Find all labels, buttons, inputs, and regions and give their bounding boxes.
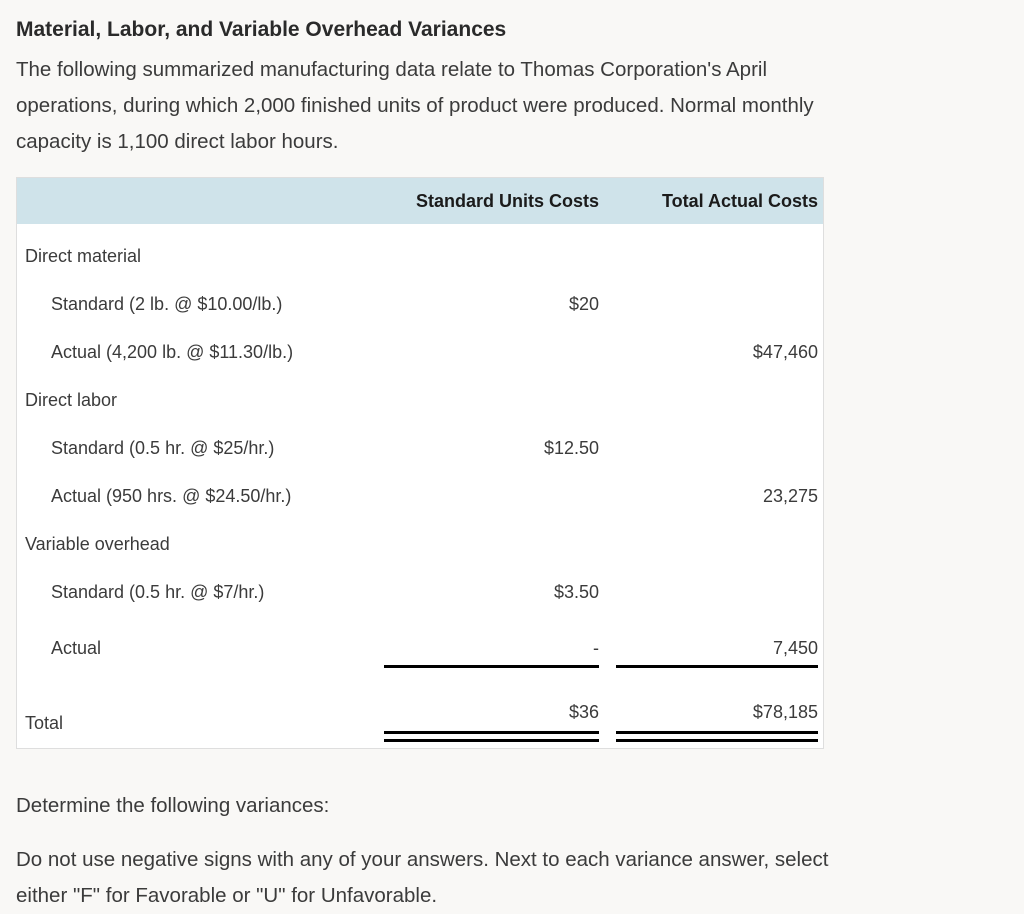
table-row: Direct material: [17, 232, 823, 280]
standard-cost-value: $20: [568, 293, 599, 314]
table-row: Actual (950 hrs. @ $24.50/hr.) 23,275: [17, 472, 823, 520]
actual-cost-value: $78,185: [616, 702, 818, 742]
answer-instructions: Do not use negative signs with any of yo…: [16, 842, 1008, 914]
table-row: Actual -7,450: [17, 616, 823, 668]
cost-table: Standard Units Costs Total Actual Costs …: [16, 177, 824, 749]
table-row: Standard (0.5 hr. @ $25/hr.) $12.50: [17, 424, 823, 472]
page-title: Material, Labor, and Variable Overhead V…: [16, 18, 507, 41]
determine-variances-text: Determine the following variances:: [16, 794, 330, 817]
intro-line: The following summarized manufacturing d…: [16, 58, 768, 81]
row-label: Direct labor: [25, 389, 118, 410]
table-row: Standard (0.5 hr. @ $7/hr.) $3.50: [17, 568, 823, 616]
standard-cost-value: $36: [384, 702, 599, 742]
table-row: Direct labor: [17, 376, 823, 424]
instruction-line: Do not use negative signs with any of yo…: [16, 848, 829, 871]
column-header-standard-units-costs: Standard Units Costs: [415, 190, 599, 211]
row-label: Total: [25, 713, 64, 733]
table-row: Actual (4,200 lb. @ $11.30/lb.) $47,460: [17, 328, 823, 376]
row-label: Standard (2 lb. @ $10.00/lb.): [51, 293, 283, 314]
actual-cost-value: 7,450: [616, 638, 818, 668]
actual-cost-value: $47,460: [752, 341, 818, 362]
instruction-line: either "F" for Favorable or "U" for Unfa…: [16, 884, 438, 907]
row-label: Direct material: [25, 245, 142, 266]
intro-line: capacity is 1,100 direct labor hours.: [16, 130, 339, 153]
cost-table-body: Direct material Standard (2 lb. @ $10.00/…: [17, 224, 823, 742]
standard-cost-value: $3.50: [553, 581, 599, 602]
row-label: Standard (0.5 hr. @ $25/hr.): [51, 437, 275, 458]
cost-table-header: Standard Units Costs Total Actual Costs: [17, 178, 823, 224]
row-label: Actual: [51, 638, 102, 658]
row-label: Standard (0.5 hr. @ $7/hr.): [51, 581, 265, 602]
column-header-total-actual-costs: Total Actual Costs: [661, 190, 818, 211]
table-row: Standard (2 lb. @ $10.00/lb.) $20: [17, 280, 823, 328]
row-label: Actual (4,200 lb. @ $11.30/lb.): [51, 341, 294, 362]
intro-line: operations, during which 2,000 finished …: [16, 94, 814, 117]
row-label: Variable overhead: [25, 533, 170, 554]
footer-text: Determine the following variances: Do no…: [16, 793, 1008, 914]
standard-cost-value: -: [384, 638, 599, 668]
row-label: Actual (950 hrs. @ $24.50/hr.): [51, 485, 292, 506]
standard-cost-value: $12.50: [543, 437, 599, 458]
actual-cost-value: 23,275: [762, 485, 818, 506]
table-row: Variable overhead: [17, 520, 823, 568]
intro-paragraph: The following summarized manufacturing d…: [16, 52, 1008, 160]
table-row: Total $36 $78,185: [17, 676, 823, 742]
